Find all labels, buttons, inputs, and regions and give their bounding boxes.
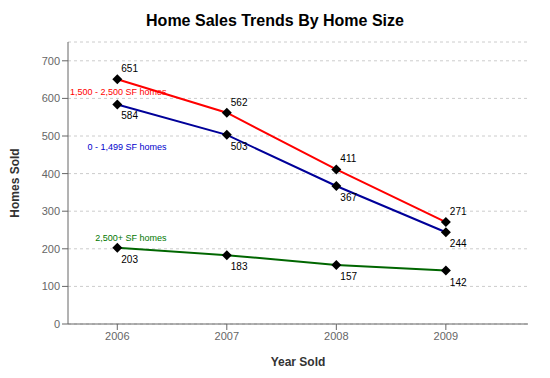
svg-text:400: 400 — [42, 168, 60, 180]
html-text:Home Sales Trends By Home Size: Home Sales Trends By Home Size — [146, 12, 404, 29]
svg-text:203: 203 — [121, 254, 138, 265]
svg-text:Year Sold: Year Sold — [271, 355, 326, 369]
svg-text:367: 367 — [340, 192, 357, 203]
svg-text:200: 200 — [42, 243, 60, 255]
svg-text:700: 700 — [42, 55, 60, 67]
svg-text:2008: 2008 — [324, 330, 348, 342]
svg-text:584: 584 — [121, 110, 138, 121]
svg-text:0: 0 — [54, 318, 60, 330]
svg-text:2007: 2007 — [215, 330, 239, 342]
svg-text:142: 142 — [450, 277, 467, 288]
svg-text:600: 600 — [42, 92, 60, 104]
svg-text:0 - 1,499 SF homes: 0 - 1,499 SF homes — [88, 142, 168, 152]
svg-text:183: 183 — [231, 261, 248, 272]
svg-text:2009: 2009 — [434, 330, 458, 342]
svg-text:300: 300 — [42, 205, 60, 217]
svg-text:100: 100 — [42, 280, 60, 292]
svg-text:2006: 2006 — [105, 330, 129, 342]
svg-text:Homes Sold: Homes Sold — [8, 148, 22, 217]
svg-text:411: 411 — [340, 153, 356, 164]
svg-text:500: 500 — [42, 130, 60, 142]
svg-text:271: 271 — [450, 206, 467, 217]
svg-text:2,500+ SF homes: 2,500+ SF homes — [95, 233, 167, 243]
svg-text:503: 503 — [231, 141, 248, 152]
svg-text:157: 157 — [340, 271, 357, 282]
svg-text:651: 651 — [121, 63, 138, 74]
svg-text:244: 244 — [450, 238, 467, 249]
svg-text:1,500 - 2,500 SF homes: 1,500 - 2,500 SF homes — [70, 87, 167, 97]
svg-text:562: 562 — [231, 97, 248, 108]
